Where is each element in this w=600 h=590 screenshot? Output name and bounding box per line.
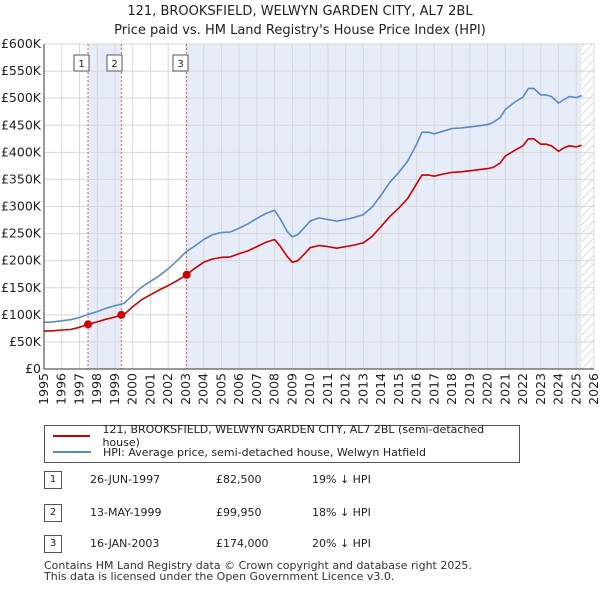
chart-title-line1: 121, BROOKSFIELD, WELWYN GARDEN CITY, AL… (127, 4, 473, 19)
y-tick-label: £500K (1, 90, 42, 105)
transaction-badge: 1 (44, 471, 62, 489)
transaction-price: £174,000 (216, 537, 269, 550)
y-tick-label: £300K (1, 199, 42, 214)
x-tick-label: 2020 (480, 373, 495, 405)
transaction-price: £99,950 (216, 506, 262, 519)
transaction-date: 16-JAN-2003 (90, 537, 160, 550)
legend-item-property: 121, BROOKSFIELD, WELWYN GARDEN CITY, AL… (53, 423, 519, 449)
x-tick-label: 2010 (302, 373, 317, 405)
hpi-line (43, 87, 582, 324)
y-tick-label: £100K (1, 307, 42, 322)
transaction-marker: 1 (73, 54, 90, 72)
x-tick-label: 2019 (462, 373, 477, 405)
transaction-marker-box (172, 54, 189, 72)
chart-title-line2: Price paid vs. HM Land Registry's House … (114, 23, 486, 38)
property-price-line (43, 138, 582, 332)
transaction-hpi: 19% ↓ HPI (312, 473, 371, 486)
x-tick-label: 2000 (125, 373, 140, 405)
legend-swatch-blue (53, 451, 91, 453)
x-tick-label: 2002 (160, 373, 175, 405)
legend-label-property: 121, BROOKSFIELD, WELWYN GARDEN CITY, AL… (102, 423, 485, 449)
y-tick-label: £200K (1, 253, 42, 268)
y-tick-label: £600K (1, 36, 42, 51)
x-tick-label: 2014 (373, 373, 388, 405)
x-tick-label: 1999 (107, 373, 122, 405)
transaction-marker-label: 3 (177, 59, 183, 70)
x-tick-label: 2009 (284, 373, 299, 405)
x-tick-label: 2013 (355, 373, 370, 405)
transaction-marker: 3 (172, 54, 189, 72)
transaction-marker-label: 2 (111, 59, 117, 70)
sale-point (182, 270, 191, 279)
x-tick-label: 2026 (586, 373, 600, 405)
transaction-price: £82,500 (216, 473, 262, 486)
price-chart: 1 2 3 £0 £50K £100K £150K £200K £250K £300K £350K… (1, 36, 600, 405)
x-tick-label: 1996 (54, 373, 69, 405)
x-tick-label: 2024 (551, 373, 566, 405)
transaction-marker: 2 (106, 54, 123, 72)
x-tick-label: 2012 (338, 373, 353, 405)
legend-item-hpi: HPI: Average price, semi-detached house,… (53, 444, 426, 460)
y-tick-label: £150K (1, 280, 42, 295)
y-tick-label: £250K (1, 226, 42, 241)
table-row: 3 16-JAN-2003 £174,000 20% ↓ HPI (44, 535, 464, 555)
transaction-marker-box (73, 54, 90, 72)
y-tick-label: £400K (1, 144, 42, 159)
x-tick-label: 2015 (391, 373, 406, 405)
transaction-hpi: 18% ↓ HPI (312, 506, 371, 519)
transaction-hpi: 20% ↓ HPI (312, 537, 371, 550)
transaction-date: 26-JUN-1997 (90, 473, 161, 486)
x-tick-label: 2008 (267, 373, 282, 405)
x-tick-label: 2016 (409, 373, 424, 405)
x-tick-label: 2007 (249, 373, 264, 405)
x-tick-label: 2003 (178, 373, 193, 405)
transaction-marker-box (106, 54, 123, 72)
x-tick-label: 2006 (231, 373, 246, 405)
x-tick-label: 1995 (36, 373, 51, 405)
x-tick-label: 2025 (568, 373, 583, 405)
x-tick-label: 1998 (89, 373, 104, 405)
x-tick-label: 2018 (444, 373, 459, 405)
x-tick-label: 2011 (320, 373, 335, 405)
y-tick-label: £550K (1, 63, 42, 78)
x-tick-label: 2005 (213, 373, 228, 405)
table-row: 1 26-JUN-1997 £82,500 19% ↓ HPI (44, 471, 464, 491)
x-tick-label: 2017 (426, 373, 441, 405)
transaction-badge: 2 (44, 504, 62, 522)
legend-label-hpi: HPI: Average price, semi-detached house,… (103, 445, 426, 459)
legend-swatch-red (53, 435, 91, 437)
transaction-marker-label: 1 (78, 59, 84, 70)
x-tick-label: 2022 (515, 373, 530, 405)
sale-point (117, 310, 126, 319)
sale-point (84, 320, 92, 329)
transaction-badge: 3 (44, 535, 62, 553)
x-tick-label: 2004 (196, 373, 211, 405)
legend: 121, BROOKSFIELD, WELWYN GARDEN CITY, AL… (44, 423, 520, 463)
x-tick-label: 2001 (142, 373, 157, 405)
footer-licence: This data is licensed under the Open Gov… (44, 570, 395, 583)
footer-copyright: Contains HM Land Registry data © Crown c… (44, 559, 472, 572)
transaction-date: 13-MAY-1999 (90, 506, 162, 519)
x-tick-label: 2021 (497, 373, 512, 405)
x-tick-label: 2023 (533, 373, 548, 405)
y-tick-label: £450K (1, 117, 42, 132)
table-row: 2 13-MAY-1999 £99,950 18% ↓ HPI (44, 504, 464, 524)
y-tick-label: £50K (9, 334, 42, 349)
x-tick-label: 1997 (71, 373, 86, 405)
y-tick-label: £350K (1, 171, 42, 186)
y-tick-label: £0 (25, 361, 41, 376)
chart-title: 121, BROOKSFIELD, WELWYN GARDEN CITY, AL… (0, 2, 600, 40)
footer: Contains HM Land Registry data © Crown c… (44, 560, 472, 582)
